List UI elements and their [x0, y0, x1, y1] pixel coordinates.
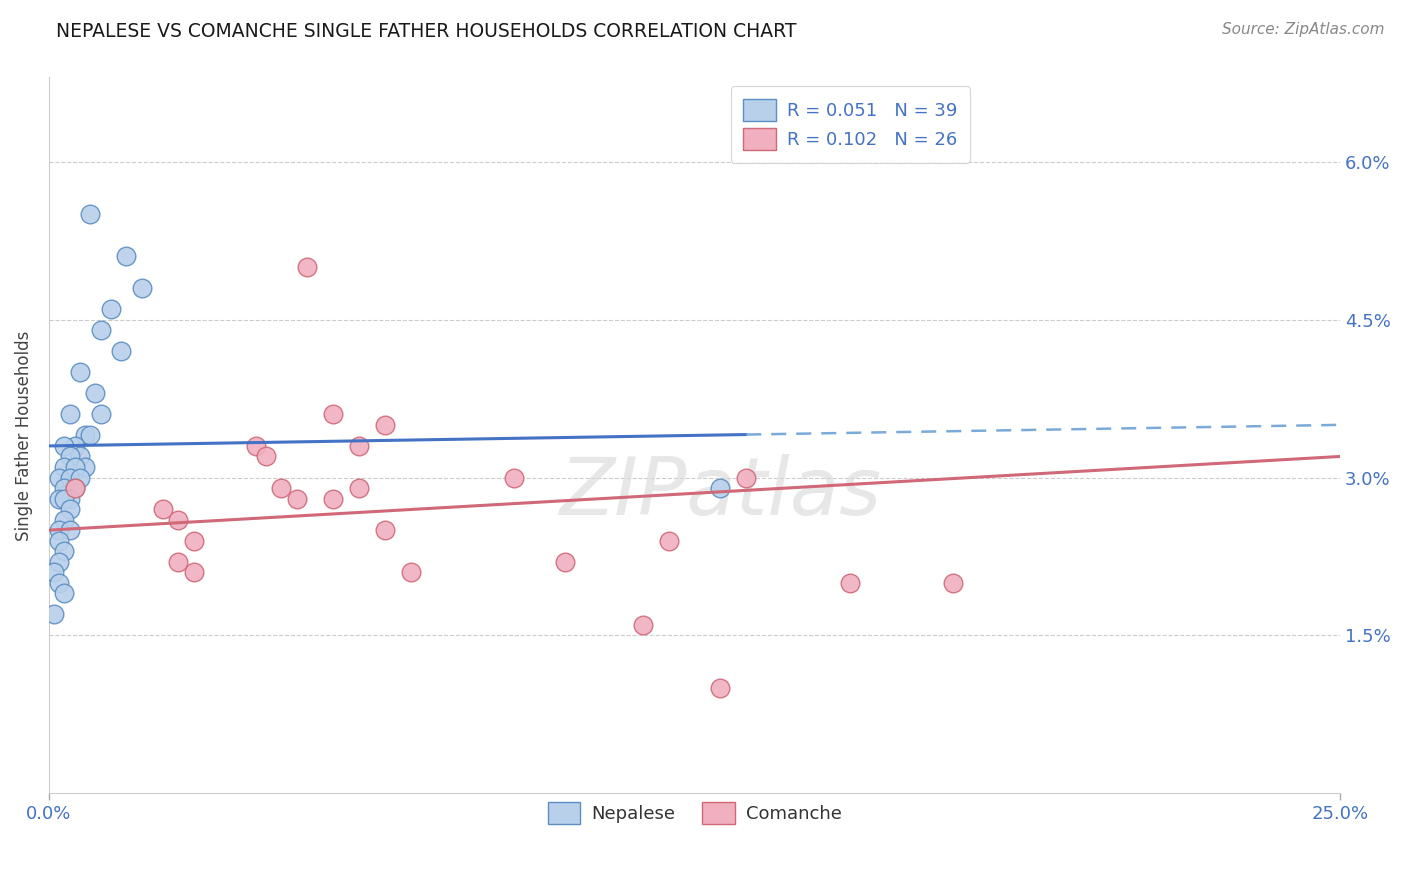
Point	[658, 533, 681, 548]
Point	[285, 491, 308, 506]
Point	[131, 281, 153, 295]
Point	[59, 523, 82, 537]
Point	[347, 481, 370, 495]
Point	[53, 586, 76, 600]
Point	[502, 470, 524, 484]
Point	[709, 481, 731, 495]
Point	[59, 450, 82, 464]
Point	[709, 681, 731, 695]
Point	[167, 555, 190, 569]
Text: Source: ZipAtlas.com: Source: ZipAtlas.com	[1222, 22, 1385, 37]
Text: NEPALESE VS COMANCHE SINGLE FATHER HOUSEHOLDS CORRELATION CHART: NEPALESE VS COMANCHE SINGLE FATHER HOUSE…	[56, 22, 797, 41]
Point	[110, 344, 132, 359]
Point	[183, 533, 205, 548]
Point	[254, 450, 277, 464]
Point	[59, 470, 82, 484]
Point	[322, 408, 344, 422]
Point	[48, 470, 70, 484]
Point	[79, 207, 101, 221]
Legend: Nepalese, Comanche: Nepalese, Comanche	[537, 790, 852, 834]
Point	[59, 502, 82, 516]
Point	[63, 439, 86, 453]
Point	[53, 544, 76, 558]
Point	[631, 618, 654, 632]
Point	[270, 481, 292, 495]
Point	[63, 481, 86, 495]
Point	[69, 470, 91, 484]
Point	[63, 460, 86, 475]
Point	[48, 491, 70, 506]
Point	[322, 491, 344, 506]
Point	[942, 575, 965, 590]
Point	[48, 575, 70, 590]
Y-axis label: Single Father Households: Single Father Households	[15, 330, 32, 541]
Point	[63, 481, 86, 495]
Point	[183, 566, 205, 580]
Point	[399, 566, 422, 580]
Point	[554, 555, 576, 569]
Point	[838, 575, 860, 590]
Point	[152, 502, 174, 516]
Point	[347, 439, 370, 453]
Point	[297, 260, 319, 274]
Point	[100, 301, 122, 316]
Point	[735, 470, 758, 484]
Point	[53, 513, 76, 527]
Point	[69, 365, 91, 379]
Point	[48, 523, 70, 537]
Point	[167, 513, 190, 527]
Point	[44, 607, 66, 622]
Point	[75, 428, 97, 442]
Point	[53, 481, 76, 495]
Point	[245, 439, 267, 453]
Point	[90, 323, 112, 337]
Text: ZIPatlas: ZIPatlas	[560, 454, 882, 532]
Point	[48, 533, 70, 548]
Point	[75, 460, 97, 475]
Point	[79, 428, 101, 442]
Point	[53, 460, 76, 475]
Point	[59, 491, 82, 506]
Point	[53, 439, 76, 453]
Point	[90, 408, 112, 422]
Point	[44, 566, 66, 580]
Point	[53, 491, 76, 506]
Point	[374, 523, 396, 537]
Point	[84, 386, 107, 401]
Point	[48, 555, 70, 569]
Point	[69, 450, 91, 464]
Point	[59, 408, 82, 422]
Point	[374, 417, 396, 432]
Point	[115, 249, 138, 263]
